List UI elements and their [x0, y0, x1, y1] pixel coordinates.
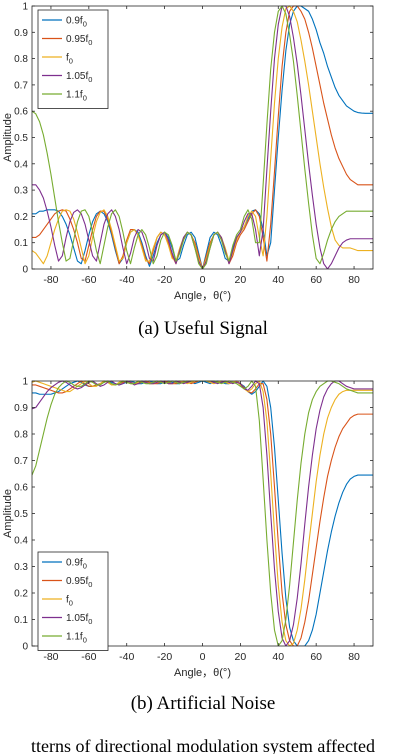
y-tick-label: 0: [22, 642, 28, 653]
x-tick-label: -20: [157, 274, 172, 286]
series-line-0.9f0: [32, 5, 373, 269]
series-line-f0: [32, 5, 373, 269]
legend-box: [37, 551, 109, 651]
x-tick-label: 0: [200, 651, 206, 663]
legend-label: 1.05f0: [66, 613, 92, 626]
y-axis-label: Amplitude: [2, 489, 14, 538]
x-tick-label: 60: [310, 651, 322, 663]
caption-useful-signal: (a) Useful Signal: [138, 318, 268, 339]
y-tick-label: 0.3: [14, 562, 28, 573]
chart-2: -80 -60 -40 -20 0 20 40 60 80 0 0.1 0.2 0.3 0.4 0.5 0.6…: [2, 377, 374, 679]
x-tick-label: 40: [272, 651, 284, 663]
x-tick-label: -60: [81, 651, 96, 663]
legend-label: 0.9f0: [66, 558, 87, 571]
y-tick-label: 0.7: [14, 456, 28, 467]
y-tick-label: 0.4: [14, 159, 28, 170]
y-tick-label: 0.3: [14, 186, 28, 197]
legend-label: f0: [66, 53, 73, 66]
x-tick-label: 60: [310, 274, 322, 286]
x-tick-label: -80: [43, 274, 58, 286]
truncated-body-text: tterns of directional modulation system …: [30, 736, 376, 754]
legend-label: 1.1f0: [66, 90, 87, 103]
y-tick-label: 0.2: [14, 589, 28, 600]
legend-box: [37, 9, 109, 109]
y-tick-label: 0.9: [14, 403, 28, 414]
y-tick-label: 0.4: [14, 536, 28, 547]
x-tick-label: 20: [235, 651, 247, 663]
y-tick-label: 0.1: [14, 615, 28, 626]
x-tick-label: -40: [119, 651, 134, 663]
y-tick-label: 0.8: [14, 430, 28, 441]
legend-label: 0.9f0: [66, 16, 87, 29]
y-tick-label: 0.9: [14, 28, 28, 39]
x-tick-label: 0: [200, 274, 206, 286]
y-tick-label: 0.8: [14, 54, 28, 65]
legend-label: f0: [66, 595, 73, 608]
x-tick-label: -40: [119, 274, 134, 286]
x-tick-label: -60: [81, 274, 96, 286]
series-line-1.1f0: [32, 5, 373, 269]
legend: 0.9f0 0.95f0 f0 1.05f0 1.1f0: [37, 9, 109, 109]
y-tick-label: 0.5: [14, 133, 28, 144]
x-axis-label: Angle，θ(°): [174, 290, 231, 302]
y-tick-label: 0.6: [14, 483, 28, 494]
y-tick-label: 0.6: [14, 107, 28, 118]
x-tick-label: 80: [348, 651, 360, 663]
chart-1: -80 -60 -40 -20 0 20 40 60 80 0 0.1 0.2 0.3 0.4 0.5 0.6…: [2, 2, 374, 302]
y-tick-label: 0.1: [14, 238, 28, 249]
series-line-1.05f0: [32, 5, 373, 269]
x-tick-label: -80: [43, 651, 58, 663]
y-tick-label: 0.2: [14, 212, 28, 223]
legend-label: 0.95f0: [66, 576, 92, 589]
x-axis-label: Angle，θ(°): [174, 667, 231, 679]
y-tick-label: 0.5: [14, 509, 28, 520]
legend: 0.9f0 0.95f0 f0 1.05f0 1.1f0: [37, 551, 109, 651]
y-tick-label: 1: [22, 377, 28, 388]
x-tick-label: -20: [157, 651, 172, 663]
y-tick-label: 1: [22, 2, 28, 13]
x-tick-label: 20: [235, 274, 247, 286]
legend-label: 1.05f0: [66, 71, 92, 84]
x-tick-label: 80: [348, 274, 360, 286]
y-axis-label: Amplitude: [2, 113, 14, 162]
series-group: [32, 5, 373, 269]
x-tick-label: 40: [272, 274, 284, 286]
y-tick-label: 0.7: [14, 80, 28, 91]
legend-label: 0.95f0: [66, 34, 92, 47]
caption-artificial-noise: (b) Artificial Noise: [130, 693, 276, 714]
y-tick-label: 0: [22, 265, 28, 276]
series-line-0.95f0: [32, 5, 373, 269]
legend-label: 1.1f0: [66, 632, 87, 645]
